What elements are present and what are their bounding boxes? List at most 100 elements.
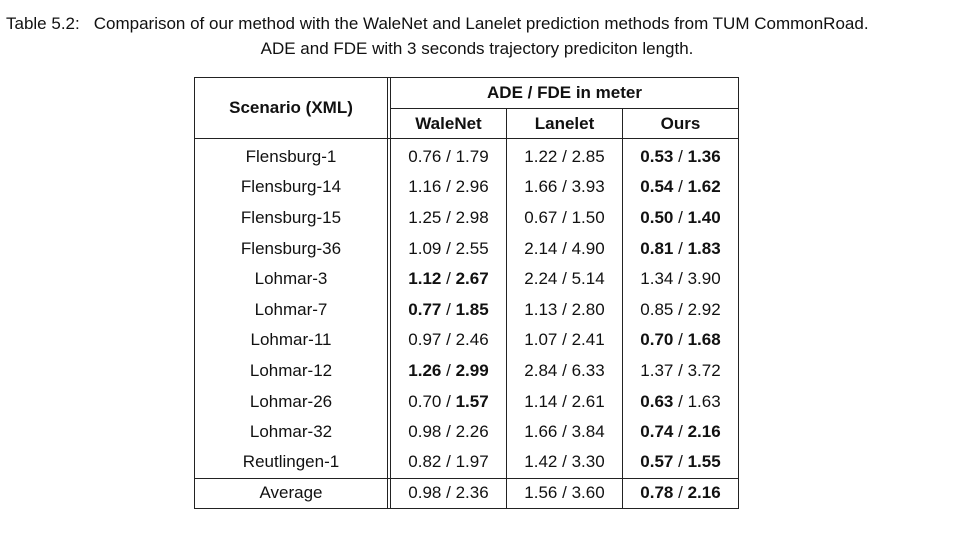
fde-value: 2.16: [687, 483, 721, 503]
fde-value: 2.96: [455, 177, 489, 197]
value-separator: /: [562, 238, 567, 258]
caption-line-1: Table 5.2: Comparison of our method with …: [6, 12, 869, 36]
walenet-cell: 1.12 / 2.67: [390, 263, 507, 295]
separator-cell: [387, 263, 391, 295]
value-separator: /: [678, 207, 683, 227]
fde-value: 1.57: [455, 391, 489, 411]
value-separator: /: [562, 483, 567, 503]
spacer-cell: [506, 138, 623, 142]
ours-cell: 0.85 / 2.92: [622, 294, 739, 326]
header-metric-group: ADE / FDE in meter: [390, 77, 739, 109]
ade-value: 2.24: [524, 269, 558, 289]
ade-value: 1.13: [524, 299, 558, 319]
value-separator: /: [446, 207, 451, 227]
average-row: Average 0.98 / 2.36 1.56 / 3.60 0.78 / 2.16: [194, 477, 739, 509]
ade-value: 1.37: [640, 360, 674, 380]
table-row: Lohmar-26 0.70 / 1.57 1.14 / 2.61 0.63 / 1.…: [194, 386, 739, 417]
fde-value: 3.60: [571, 483, 605, 503]
ours-cell: 0.53 / 1.36: [622, 141, 739, 173]
ade-value: 0.54: [640, 177, 674, 197]
separator-cell: [387, 447, 391, 479]
ade-value: 0.70: [408, 391, 442, 411]
value-separator: /: [678, 146, 683, 166]
table-row: Flensburg-15 1.25 / 2.98 0.67 / 1.50 0.50 /…: [194, 202, 739, 234]
scenario-cell: Flensburg-1: [194, 141, 388, 173]
scenario-cell: Lohmar-26: [194, 386, 388, 417]
ade-value: 0.76: [408, 146, 442, 166]
value-separator: /: [446, 269, 451, 289]
ade-value: 1.34: [640, 269, 674, 289]
ours-cell: 1.34 / 3.90: [622, 263, 739, 295]
fde-value: 1.62: [687, 177, 721, 197]
spacer-cell: [194, 138, 388, 142]
value-separator: /: [562, 177, 567, 197]
header-scenario: Scenario (XML): [194, 77, 388, 139]
scenario-cell: Reutlingen-1: [194, 447, 388, 479]
value-separator: /: [562, 207, 567, 227]
ade-value: 1.12: [408, 269, 442, 289]
value-separator: /: [446, 452, 451, 472]
fde-value: 2.26: [455, 422, 489, 442]
fde-value: 6.33: [571, 360, 605, 380]
fde-value: 2.85: [571, 146, 605, 166]
fde-value: 1.50: [571, 207, 605, 227]
value-separator: /: [446, 330, 451, 350]
value-separator: /: [446, 422, 451, 442]
spacer-cell: [622, 138, 739, 142]
fde-value: 5.14: [571, 269, 605, 289]
caption-text-1: Comparison of our method with the WaleNe…: [93, 14, 869, 33]
ade-value: 2.84: [524, 360, 558, 380]
fde-value: 1.40: [687, 207, 721, 227]
ade-value: 0.85: [640, 299, 674, 319]
ade-value: 1.26: [408, 360, 442, 380]
table-row: Flensburg-1 0.76 / 1.79 1.22 / 2.85 0.53 / …: [194, 141, 739, 173]
walenet-cell: 0.82 / 1.97: [390, 447, 507, 479]
lanelet-cell: 1.22 / 2.85: [506, 141, 623, 173]
ade-value: 1.25: [408, 207, 442, 227]
value-separator: /: [678, 483, 683, 503]
ours-cell: 0.74 / 2.16: [622, 416, 739, 448]
fde-value: 1.97: [455, 452, 489, 472]
table-row: Lohmar-7 0.77 / 1.85 1.13 / 2.80 0.85 / 2.9…: [194, 294, 739, 326]
walenet-cell: 0.70 / 1.57: [390, 386, 507, 417]
ade-value: 1.07: [524, 330, 558, 350]
separator-cell: [387, 416, 391, 448]
separator-cell: [387, 386, 391, 417]
lanelet-cell: 2.14 / 4.90: [506, 233, 623, 264]
walenet-cell: 0.97 / 2.46: [390, 325, 507, 356]
lanelet-cell: 1.66 / 3.93: [506, 172, 623, 203]
ours-cell: 0.57 / 1.55: [622, 447, 739, 479]
table-row: Lohmar-32 0.98 / 2.26 1.66 / 3.84 0.74 / 2.…: [194, 416, 739, 448]
ade-value: 0.81: [640, 238, 674, 258]
ade-value: 1.09: [408, 238, 442, 258]
walenet-cell: 1.09 / 2.55: [390, 233, 507, 264]
ade-value: 1.16: [408, 177, 442, 197]
walenet-cell: 0.98 / 2.26: [390, 416, 507, 448]
value-separator: /: [562, 422, 567, 442]
fde-value: 2.41: [571, 330, 605, 350]
header-separator: [387, 77, 391, 139]
ours-cell: 1.37 / 3.72: [622, 355, 739, 387]
lanelet-cell: 2.24 / 5.14: [506, 263, 623, 295]
scenario-cell: Flensburg-14: [194, 172, 388, 203]
ade-value: 2.14: [524, 238, 558, 258]
lanelet-cell: 1.07 / 2.41: [506, 325, 623, 356]
value-separator: /: [562, 360, 567, 380]
table-row: Reutlingen-1 0.82 / 1.97 1.42 / 3.30 0.57 /…: [194, 447, 739, 479]
value-separator: /: [562, 269, 567, 289]
value-separator: /: [678, 360, 683, 380]
fde-value: 2.16: [687, 422, 721, 442]
table-row: Lohmar-3 1.12 / 2.67 2.24 / 5.14 1.34 / 3.9…: [194, 263, 739, 295]
value-separator: /: [446, 360, 451, 380]
value-separator: /: [678, 177, 683, 197]
fde-value: 2.61: [571, 391, 605, 411]
fde-value: 2.55: [455, 238, 489, 258]
value-separator: /: [678, 330, 683, 350]
ade-value: 0.63: [640, 391, 674, 411]
value-separator: /: [678, 269, 683, 289]
ade-value: 1.22: [524, 146, 558, 166]
walenet-cell: 1.25 / 2.98: [390, 202, 507, 234]
walenet-cell: 1.26 / 2.99: [390, 355, 507, 387]
value-separator: /: [678, 452, 683, 472]
results-body: Flensburg-1 0.76 / 1.79 1.22 / 2.85 0.53 / …: [194, 138, 739, 509]
